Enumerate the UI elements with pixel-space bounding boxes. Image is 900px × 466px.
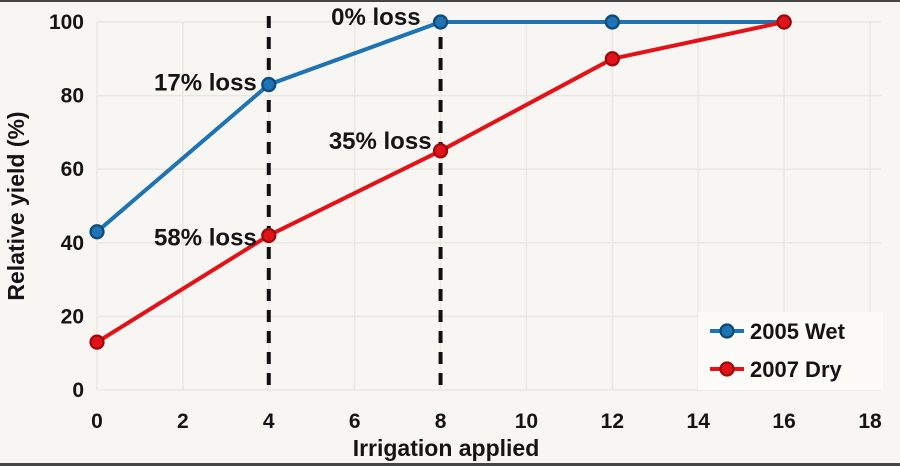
data-point-2007-dry (261, 227, 277, 244)
x-tick-label: 0 (91, 410, 103, 433)
y-tick-labels: 0 20 40 60 80 100 (49, 11, 84, 402)
data-point-2005-wet (604, 14, 620, 30)
y-tick-label: 0 (72, 379, 84, 402)
annotation-layer: 0% loss 17% loss 35% loss 58% loss (154, 4, 432, 251)
legend-label: 2005 Wet (750, 319, 846, 344)
loss-annotation: 58% loss (154, 224, 257, 251)
x-tick-label: 18 (858, 410, 882, 433)
data-point-2005-wet (432, 14, 449, 30)
x-tick-label: 8 (435, 410, 447, 433)
legend-label: 2007 Dry (750, 357, 843, 382)
x-tick-label: 2 (177, 410, 189, 433)
x-tick-label: 6 (349, 410, 361, 433)
data-point-2007-dry (432, 143, 449, 159)
x-tick-label: 16 (772, 410, 795, 433)
x-tick-label: 12 (601, 410, 624, 433)
data-point-2007-dry (89, 334, 105, 350)
data-point-2005-wet (89, 224, 105, 240)
y-tick-label: 20 (61, 305, 84, 328)
legend-marker (719, 361, 735, 377)
y-tick-label: 60 (61, 158, 84, 181)
data-point-2007-dry (604, 51, 620, 67)
loss-annotation: 0% loss (331, 4, 420, 31)
loss-annotation: 35% loss (329, 128, 432, 155)
x-tick-label: 14 (687, 410, 711, 433)
legend: 2005 Wet 2007 Dry (698, 312, 883, 390)
y-axis-title: Relative yield (%) (3, 111, 29, 300)
bottom-border-line (0, 463, 900, 466)
legend-marker (719, 323, 735, 339)
top-border-line (0, 0, 900, 2)
y-tick-label: 80 (61, 85, 84, 108)
x-axis-title: Irrigation applied (353, 435, 540, 461)
x-tick-labels: 0 2 4 6 8 10 12 14 16 18 (91, 410, 882, 433)
x-tick-label: 4 (263, 410, 275, 433)
loss-annotation: 17% loss (154, 70, 257, 97)
data-point-2005-wet (261, 76, 277, 93)
data-point-2007-dry (776, 14, 792, 30)
x-tick-label: 10 (515, 410, 538, 433)
y-tick-label: 100 (49, 11, 84, 34)
series-layer (89, 14, 792, 350)
y-tick-label: 40 (61, 232, 84, 255)
